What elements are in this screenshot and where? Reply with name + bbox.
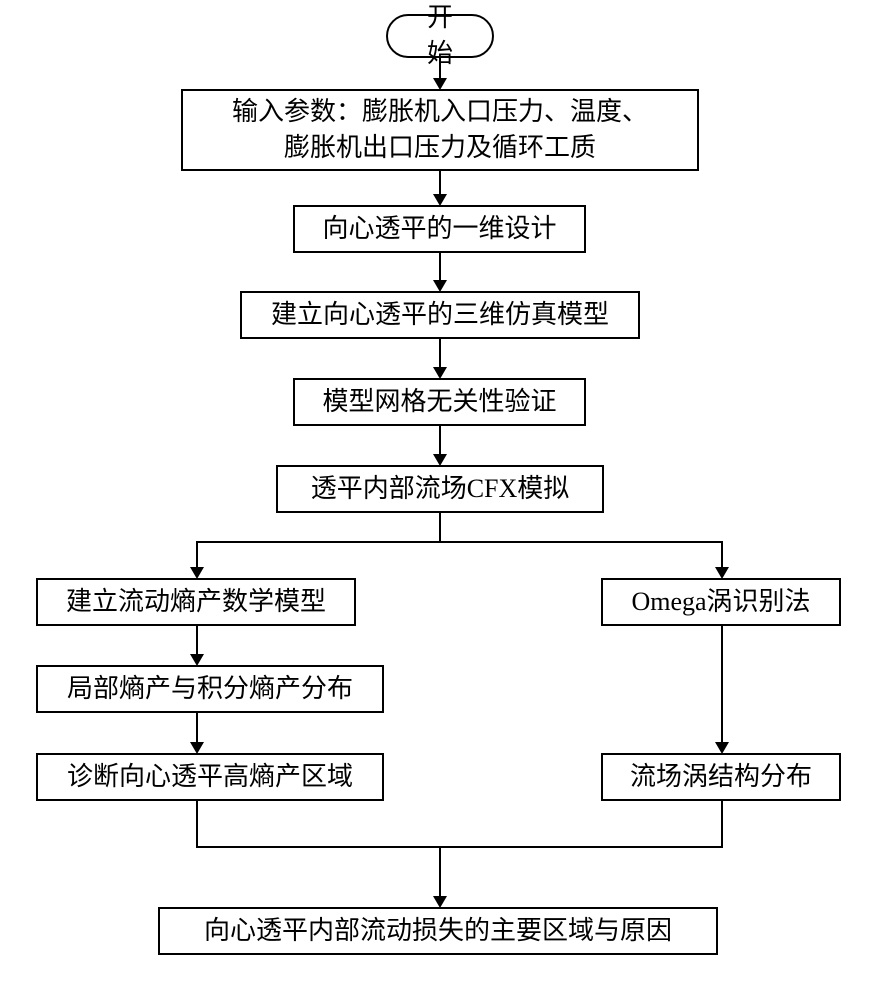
node-input-params: 输入参数：膨胀机入口压力、温度、 膨胀机出口压力及循环工质	[181, 89, 699, 171]
node-omega-label: Omega涡识别法	[631, 584, 810, 620]
edge-mesh-cfx	[439, 426, 441, 454]
edge-vortex-merge	[721, 801, 723, 846]
node-input-label: 输入参数：膨胀机入口压力、温度、 膨胀机出口压力及循环工质	[232, 94, 648, 167]
edge-omega-vortex	[721, 626, 723, 742]
node-result: 向心透平内部流动损失的主要区域与原因	[158, 907, 718, 955]
edge-model3d-mesh	[439, 339, 441, 367]
node-3d-model-label: 建立向心透平的三维仿真模型	[271, 297, 609, 333]
arrowhead	[433, 367, 447, 379]
node-vortex-structure: 流场涡结构分布	[601, 753, 841, 801]
node-vortex-label: 流场涡结构分布	[630, 759, 812, 795]
arrowhead	[715, 567, 729, 579]
arrowhead	[433, 454, 447, 466]
edge-input-design1d	[439, 171, 441, 194]
node-cfx-simulation: 透平内部流场CFX模拟	[276, 465, 604, 513]
node-entropy-distribution: 局部熵产与积分熵产分布	[36, 665, 384, 713]
node-entropy-dist-label: 局部熵产与积分熵产分布	[67, 671, 353, 707]
node-start: 开始	[386, 14, 494, 58]
node-cfx-label: 透平内部流场CFX模拟	[311, 471, 570, 507]
edge-entropy-dist-diagnose	[196, 713, 198, 742]
node-mesh-validation: 模型网格无关性验证	[293, 378, 586, 426]
edge-branch-right	[721, 541, 723, 567]
node-1d-design-label: 向心透平的一维设计	[322, 211, 556, 247]
arrowhead	[433, 280, 447, 292]
edge-entropy-model-dist	[196, 626, 198, 654]
flowchart-container: 开始 输入参数：膨胀机入口压力、温度、 膨胀机出口压力及循环工质 向心透平的一维…	[0, 0, 869, 1000]
edge-cfx-branch-stem	[439, 513, 441, 541]
arrowhead	[433, 896, 447, 908]
edge-start-input	[439, 58, 441, 78]
edge-branch-horizontal	[196, 541, 723, 543]
arrowhead	[433, 78, 447, 90]
node-entropy-model: 建立流动熵产数学模型	[36, 578, 356, 626]
arrowhead	[190, 742, 204, 754]
node-omega-method: Omega涡识别法	[601, 578, 841, 626]
edge-diagnose-merge	[196, 801, 198, 846]
arrowhead	[190, 654, 204, 666]
node-entropy-model-label: 建立流动熵产数学模型	[66, 584, 326, 620]
node-1d-design: 向心透平的一维设计	[293, 205, 586, 253]
node-result-label: 向心透平内部流动损失的主要区域与原因	[204, 913, 672, 949]
edge-branch-left	[196, 541, 198, 567]
arrowhead	[433, 194, 447, 206]
node-mesh-label: 模型网格无关性验证	[322, 384, 556, 420]
node-3d-model: 建立向心透平的三维仿真模型	[240, 291, 640, 339]
node-diagnose-regions: 诊断向心透平高熵产区域	[36, 753, 384, 801]
edge-design1d-model3d	[439, 253, 441, 280]
node-diagnose-label: 诊断向心透平高熵产区域	[67, 759, 353, 795]
edge-merge-horizontal	[196, 846, 723, 848]
edge-merge-result	[439, 846, 441, 896]
arrowhead	[715, 742, 729, 754]
arrowhead	[190, 567, 204, 579]
